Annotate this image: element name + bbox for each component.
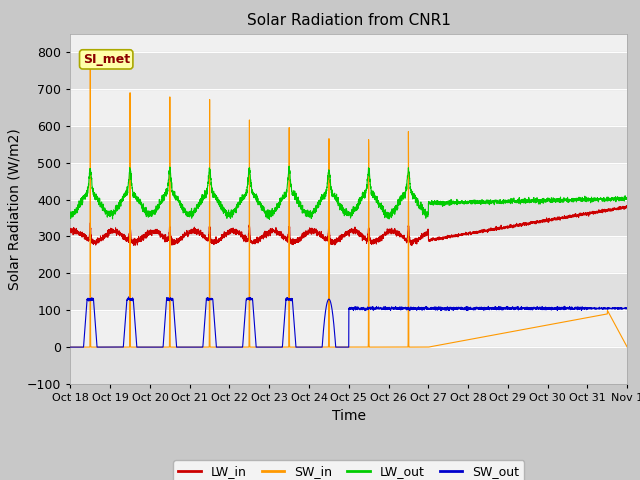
Legend: LW_in, SW_in, LW_out, SW_out: LW_in, SW_in, LW_out, SW_out [173, 460, 524, 480]
SW_in [616, 332, 624, 337]
LW_out [67, 209, 74, 215]
Line: LW_out: LW_out [70, 166, 627, 219]
LW_out [266, 216, 273, 222]
SW_out [67, 344, 74, 350]
LW_out [361, 195, 369, 201]
Line: LW_in: LW_in [70, 206, 627, 245]
LW_out [617, 195, 625, 201]
LW_in [623, 203, 631, 209]
LW_in [408, 242, 416, 248]
Title: Solar Radiation from CNR1: Solar Radiation from CNR1 [247, 13, 451, 28]
LW_out [431, 200, 439, 205]
LW_in [616, 206, 624, 212]
SW_in [431, 343, 439, 348]
Bar [70, 347, 627, 384]
LW_out [143, 209, 150, 215]
Bar [70, 126, 627, 163]
Text: SI_met: SI_met [83, 53, 130, 66]
LW_out [285, 163, 293, 169]
SW_out [143, 344, 150, 350]
SW_out [431, 307, 439, 313]
LW_in [516, 222, 524, 228]
LW_in [361, 237, 369, 242]
SW_in [143, 344, 150, 350]
SW_out [516, 306, 524, 312]
Bar [70, 52, 627, 89]
SW_out [125, 294, 132, 300]
LW_out [516, 197, 524, 203]
LW_in [143, 231, 150, 237]
LW_out [419, 212, 427, 217]
SW_out [361, 306, 369, 312]
SW_in [516, 327, 524, 333]
SW_out [616, 305, 624, 311]
Line: SW_out: SW_out [70, 297, 627, 347]
SW_in [67, 344, 74, 350]
Y-axis label: Solar Radiation (W/m2): Solar Radiation (W/m2) [8, 128, 22, 289]
SW_out [419, 306, 426, 312]
LW_out [623, 196, 631, 202]
SW_in [623, 344, 631, 350]
LW_in [419, 235, 426, 241]
Bar [70, 273, 627, 310]
Bar [70, 200, 627, 237]
Line: SW_in: SW_in [70, 63, 627, 347]
LW_in [67, 227, 74, 232]
SW_in [361, 344, 369, 350]
LW_in [623, 203, 630, 209]
SW_out [623, 306, 631, 312]
SW_in [86, 60, 94, 66]
X-axis label: Time: Time [332, 408, 366, 422]
LW_in [431, 236, 439, 241]
SW_in [419, 344, 426, 350]
